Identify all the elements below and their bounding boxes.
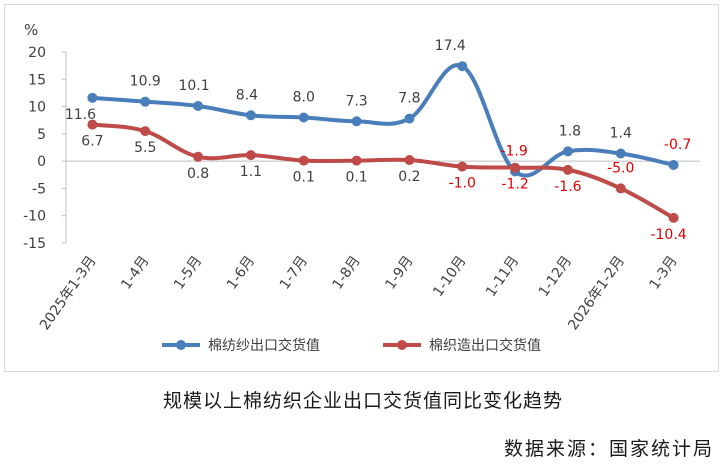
series-1-data-label: -1.9 (500, 144, 527, 160)
series-line-2 (90, 122, 676, 220)
series-1-data-label: 8.4 (236, 87, 258, 103)
chart-caption: 规模以上棉纺织企业出口交货值同比变化趋势 (162, 390, 563, 412)
series-2-data-label: -1.6 (554, 179, 581, 195)
y-tick-label: -10 (23, 209, 46, 225)
x-tick-label: 1-8月 (330, 253, 364, 292)
series-2-data-label: 0.1 (293, 170, 315, 186)
series-2-data-label: 6.7 (81, 134, 103, 150)
series-1-point (193, 101, 204, 112)
y-tick-label: 10 (28, 100, 46, 116)
series-2-point (668, 212, 679, 223)
x-tick-label: 1-3月 (647, 253, 681, 292)
series-2-point (193, 151, 204, 162)
series-1-point (668, 159, 679, 170)
x-tick-label: 1-4月 (118, 253, 152, 292)
y-axis-unit-label: % (24, 21, 38, 39)
series-2-point (87, 119, 98, 130)
series-1-data-label: 7.3 (345, 93, 367, 109)
series-1-data-label: -0.7 (664, 137, 691, 153)
series-2-data-label: 0.8 (187, 166, 209, 182)
x-tick-label: 1-7月 (277, 253, 311, 292)
series-1-data-label: 1.4 (610, 126, 632, 142)
series-2-data-label: 0.2 (398, 169, 420, 185)
legend-label-2: 棉织造出口交货值 (429, 337, 541, 354)
y-tick-label: -15 (23, 236, 46, 252)
series-1-point (245, 110, 256, 121)
x-tick-label: 1-6月 (224, 253, 258, 292)
series-1-data-label: 10.9 (130, 74, 161, 90)
series-2-point (140, 126, 151, 137)
x-tick-label: 1-12月 (536, 253, 575, 300)
series-1-point (615, 148, 626, 159)
x-tick-label: 1-11月 (483, 253, 522, 300)
y-tick-label: -5 (32, 181, 46, 197)
legend-label-1: 棉纺纱出口交货值 (208, 337, 320, 354)
data-source: 数据来源：国家统计局 (503, 438, 714, 460)
y-tick-label: 0 (37, 154, 46, 170)
y-tick-label: 15 (28, 72, 46, 88)
x-tick-label: 1-9月 (382, 253, 416, 292)
series-2-point (298, 155, 309, 166)
series-2-data-label: -1.0 (449, 176, 476, 192)
series-1-data-label: 8.0 (293, 89, 315, 105)
x-tick-label: 1-10月 (430, 253, 469, 300)
series-2-point (510, 162, 521, 173)
series-2-point (245, 150, 256, 161)
chart-frame (4, 4, 719, 372)
series-2-point (457, 161, 468, 172)
series-1-point (298, 112, 309, 123)
series-1-data-label: 7.8 (398, 91, 420, 107)
series-2-data-label: -5.0 (607, 160, 634, 176)
series-2-data-label: 5.5 (134, 140, 156, 156)
series-2-data-label: 0.1 (345, 170, 367, 186)
series-2-point (404, 155, 415, 166)
legend-marker-1 (176, 340, 186, 350)
series-1-point (457, 61, 468, 72)
series-1-data-label: 11.6 (65, 107, 96, 123)
series-2-data-label: -1.2 (501, 177, 528, 193)
x-tick-label: 2026年1-2月 (565, 253, 628, 333)
series-2-data-label: -10.4 (650, 227, 686, 243)
series-2-point (615, 183, 626, 194)
series-2-point (351, 155, 362, 166)
series-1-point (404, 113, 415, 124)
series-1-point (87, 92, 98, 103)
x-tick-label: 1-5月 (171, 253, 205, 292)
series-2-point (562, 164, 573, 175)
series-1-data-label: 10.1 (178, 78, 209, 94)
y-tick-label: 5 (37, 127, 46, 143)
series-1-data-label: 17.4 (435, 38, 466, 54)
legend-marker-2 (397, 340, 407, 350)
y-tick-label: 20 (28, 45, 46, 61)
series-2-data-label: 1.1 (240, 164, 262, 180)
series-1-point (351, 116, 362, 127)
x-tick-label: 2025年1-3月 (37, 253, 100, 333)
series-1-point (140, 96, 151, 107)
series-1-point (562, 146, 573, 157)
series-1-data-label: 1.8 (559, 123, 581, 139)
